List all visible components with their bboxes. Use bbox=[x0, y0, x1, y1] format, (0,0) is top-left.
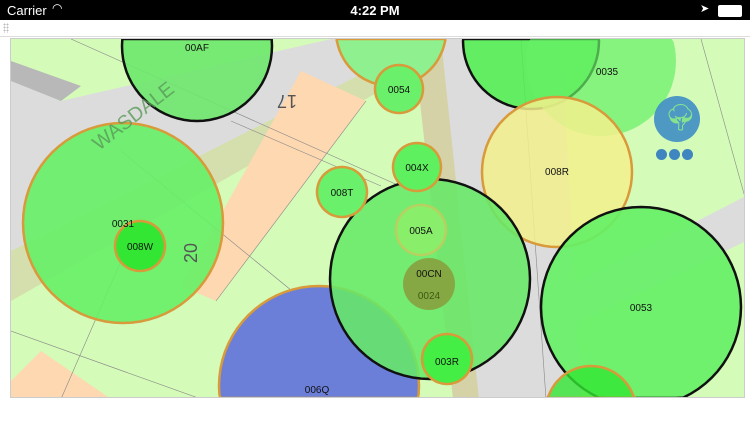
tree-logo-icon[interactable]: 🌳︎ bbox=[654, 96, 700, 142]
tree-canopy-005A[interactable] bbox=[394, 203, 448, 257]
tree-label: 0053 bbox=[630, 303, 653, 314]
status-bar: Carrier ◠ 4:22 PM ➤ bbox=[0, 0, 750, 20]
tree-canopy-008T[interactable] bbox=[315, 165, 369, 219]
tree-canopy[interactable] bbox=[546, 364, 636, 398]
tree-label: 006Q bbox=[305, 385, 330, 396]
tree-canopy-003R[interactable] bbox=[420, 332, 474, 386]
tree-canopy-004X[interactable] bbox=[391, 141, 443, 193]
tree-label: 003R bbox=[435, 357, 459, 368]
tree-label: 004X bbox=[405, 163, 429, 174]
tree-label: 008R bbox=[545, 167, 569, 178]
tree-label: 008W bbox=[127, 242, 154, 253]
tree-canopy-0054[interactable] bbox=[373, 63, 425, 115]
tree-label: 0035 bbox=[596, 67, 619, 78]
lot-17 bbox=[181, 71, 366, 301]
tree-canopy-00AF[interactable] bbox=[120, 39, 274, 123]
tree-label: 008T bbox=[331, 188, 354, 199]
road-edge bbox=[11, 61, 81, 101]
tree-label: 00AF bbox=[185, 43, 209, 54]
battery-icon bbox=[718, 5, 742, 17]
clock: 4:22 PM bbox=[350, 3, 400, 18]
tree-label: 00CN bbox=[416, 269, 442, 280]
lot-corner bbox=[11, 351, 109, 397]
tree-label: 0024 bbox=[418, 291, 441, 302]
carrier-label: Carrier bbox=[7, 3, 47, 18]
tree-label: 0031 bbox=[112, 219, 135, 230]
tree-label: 005A bbox=[409, 226, 433, 237]
tree-canopy-008W[interactable] bbox=[113, 219, 167, 273]
wifi-icon: ◠ bbox=[52, 1, 63, 15]
lot-number-20: 20 bbox=[181, 243, 201, 263]
map-canvas[interactable]: WASDALE 17 20 00AF 0054 0035 004X 008R 0… bbox=[11, 39, 745, 398]
tree-canopy-0024[interactable] bbox=[403, 258, 455, 310]
lot-number-17: 17 bbox=[277, 91, 297, 111]
tree-canopy-0053[interactable] bbox=[539, 205, 743, 398]
more-dots-icon[interactable] bbox=[656, 147, 695, 165]
toolbar bbox=[0, 20, 750, 37]
location-arrow-icon: ➤ bbox=[700, 3, 710, 15]
tree-canopy-0031[interactable] bbox=[21, 121, 225, 325]
tree-label: 0054 bbox=[388, 85, 411, 96]
tree-glyph-icon: 🌳︎ bbox=[664, 102, 698, 132]
drag-handle-icon[interactable] bbox=[3, 23, 9, 33]
map-view[interactable]: WASDALE 17 20 00AF 0054 0035 004X 008R 0… bbox=[10, 38, 745, 398]
